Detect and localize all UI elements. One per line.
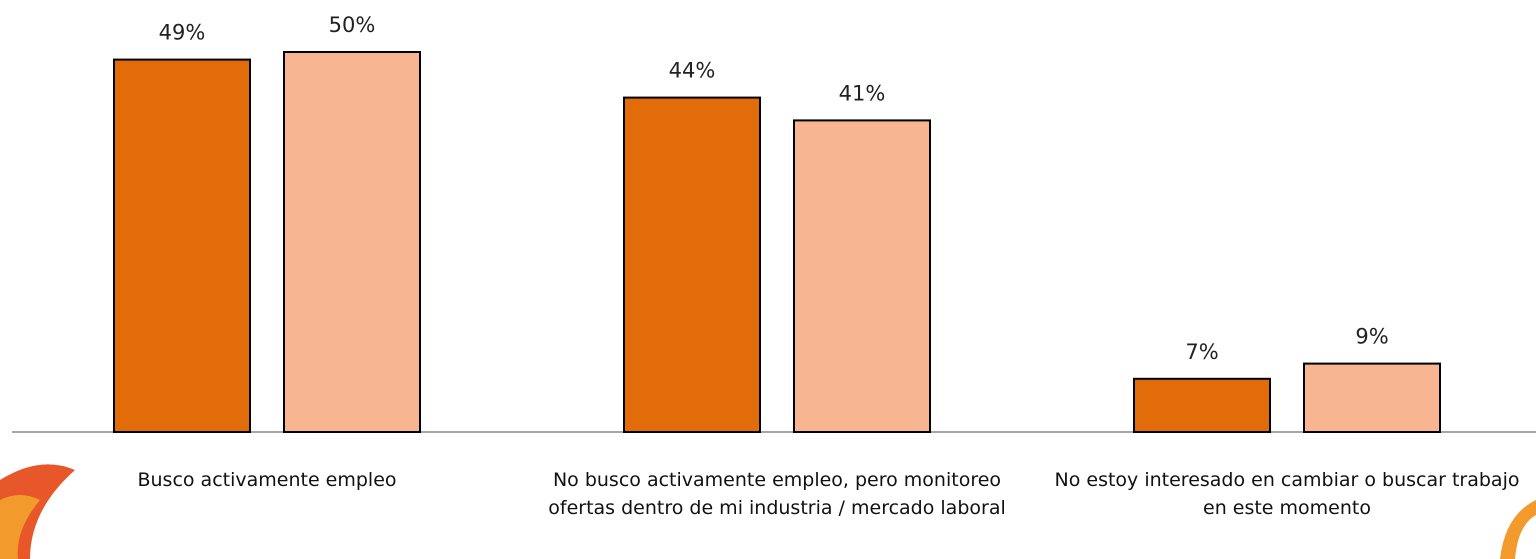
decoration [1500,500,1536,559]
bar [623,96,761,433]
x-tick-label: No busco activamente empleo, pero monito… [548,469,1006,519]
value-label: 7% [1185,340,1218,364]
value-label: 49% [159,21,206,45]
value-label: 9% [1355,325,1388,349]
bar [793,119,931,434]
value-label: 41% [839,81,886,105]
x-tick-label: No estoy interesado en cambiar o buscar … [1054,469,1520,519]
bar [113,58,251,433]
bar [1133,377,1271,433]
x-tick-label: Busco activamente empleo [137,469,397,491]
bar [283,51,421,433]
decoration [0,495,40,559]
value-label: 50% [329,13,376,37]
bar [1303,362,1441,434]
value-label: 44% [669,59,716,83]
